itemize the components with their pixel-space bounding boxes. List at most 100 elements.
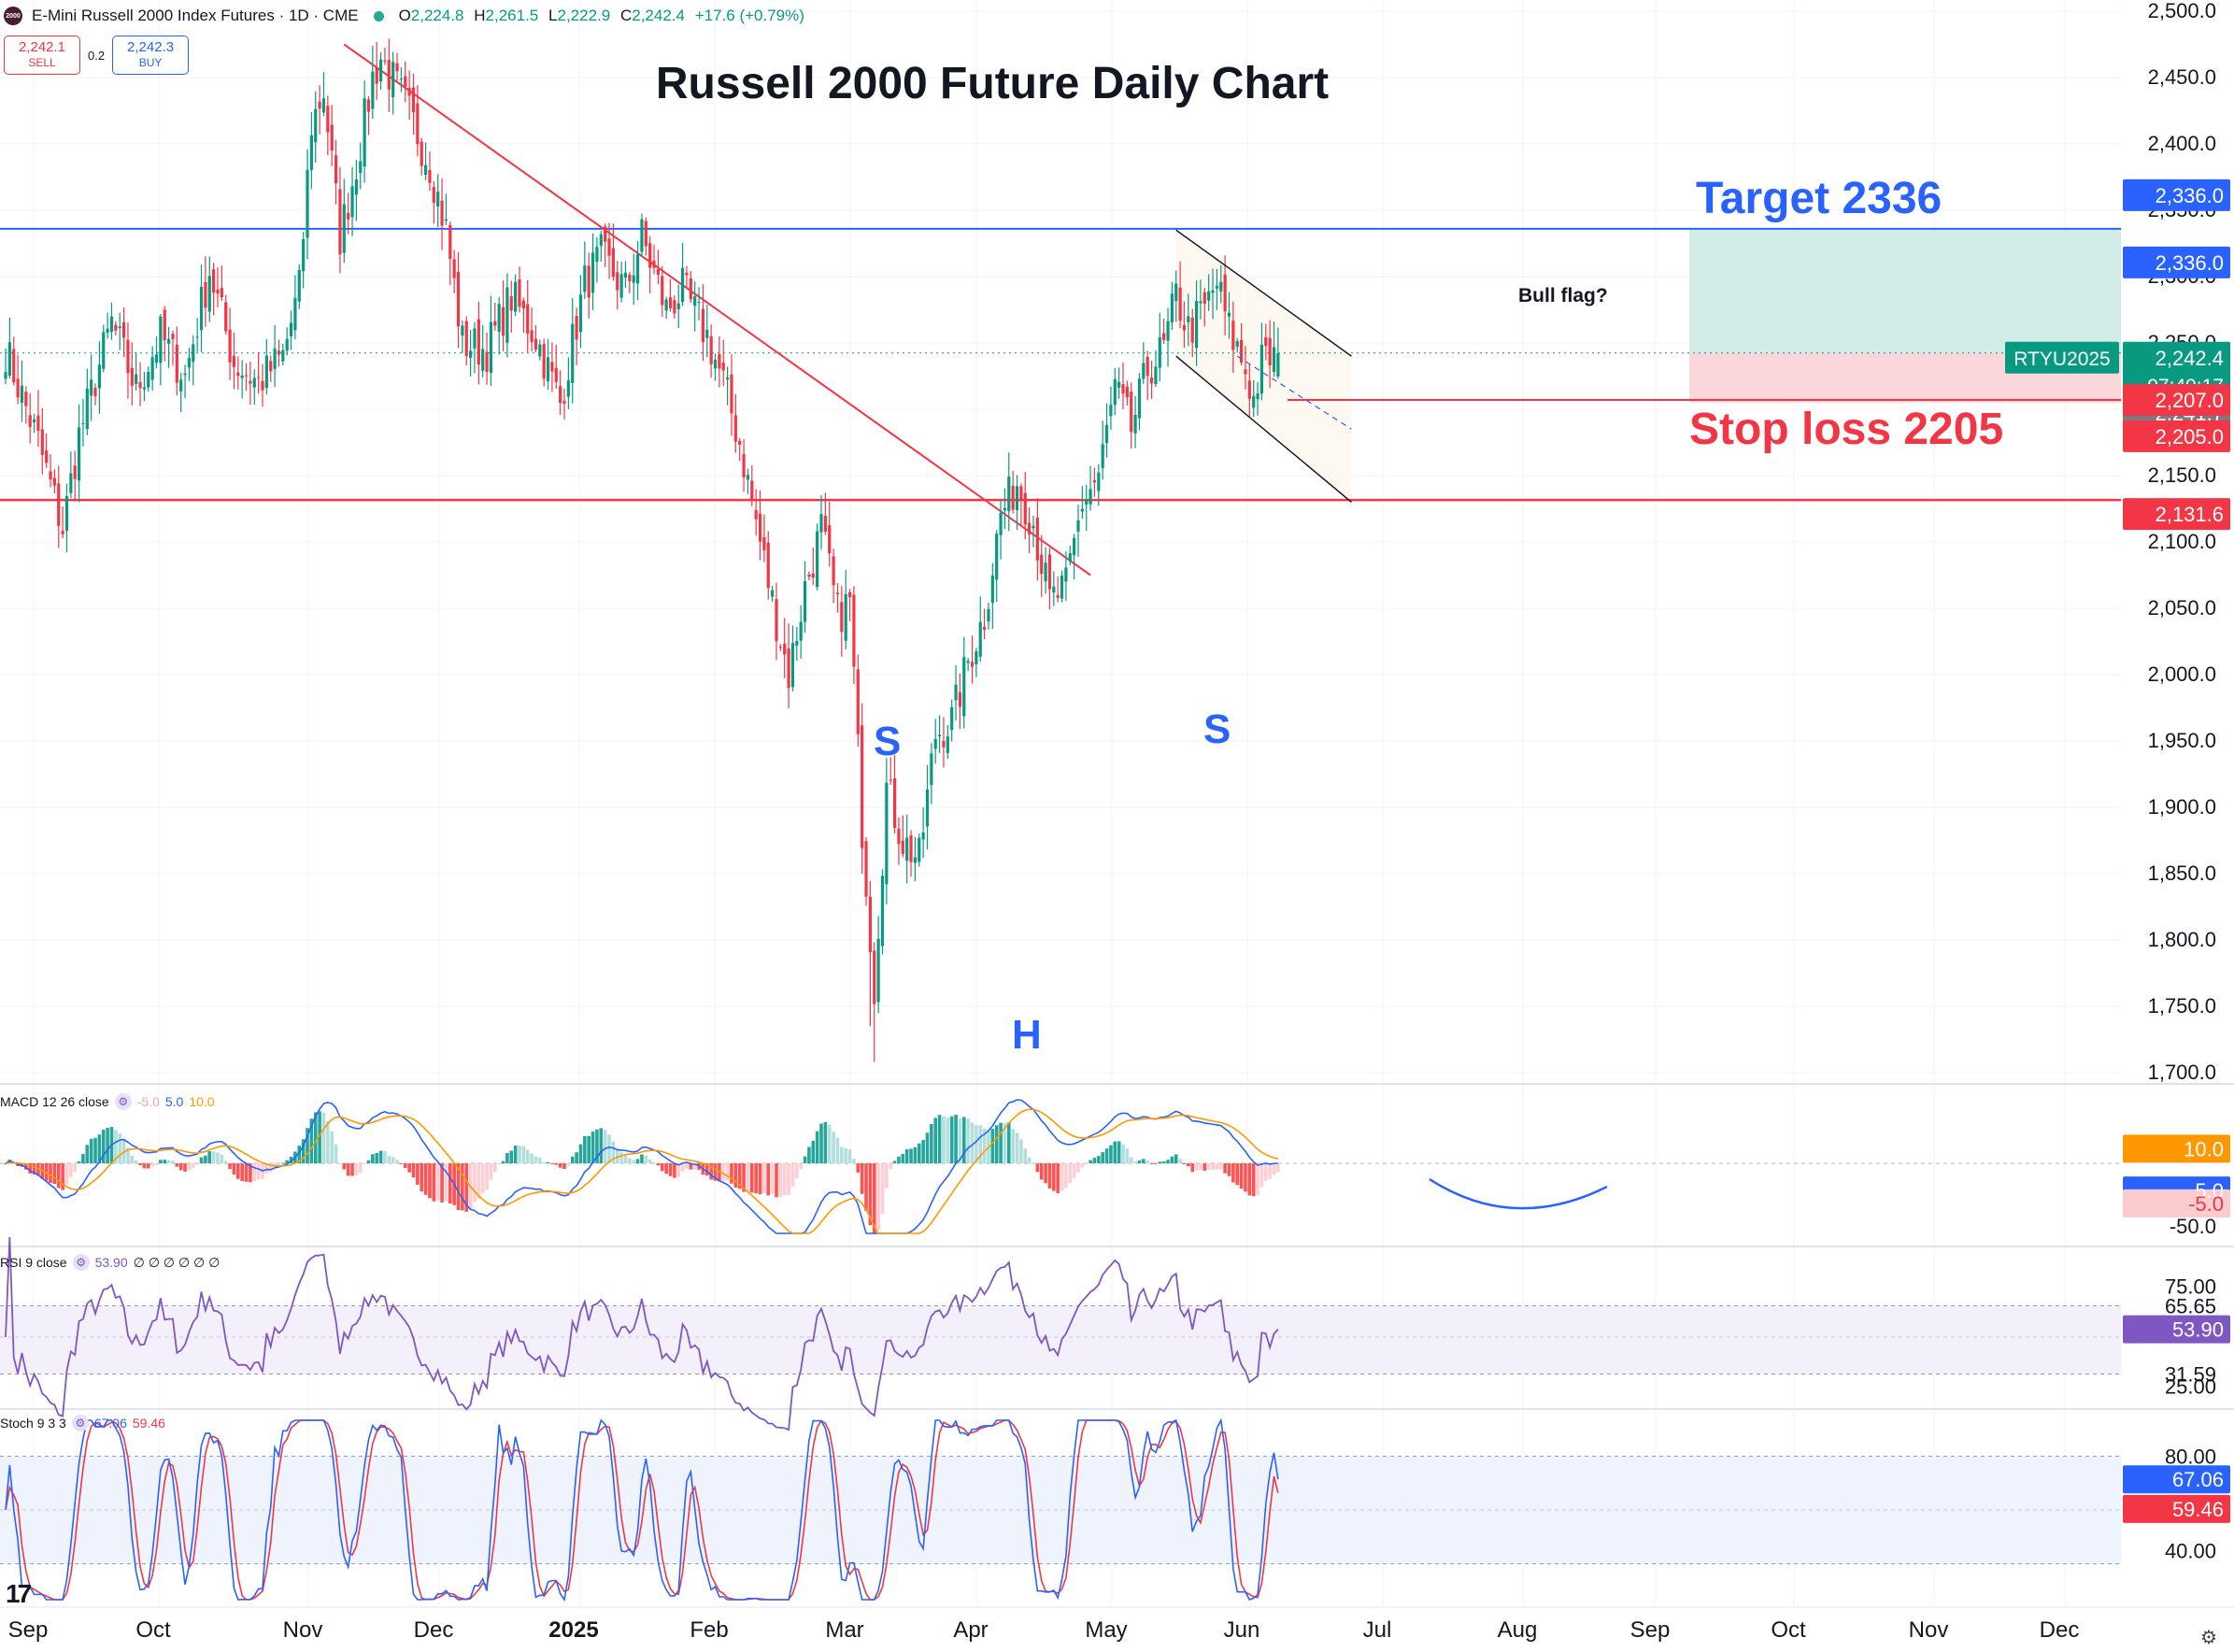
macd-histogram-bar [889,1163,893,1169]
settings-gear-icon[interactable]: ⚙ [2200,1628,2217,1648]
macd-histogram-bar [749,1163,754,1193]
candle-body [876,938,880,1003]
candle-body [1142,363,1145,379]
candle-body [228,329,232,363]
indicator-settings-icon[interactable]: ⚙ [114,1093,132,1110]
macd-histogram-bar [354,1163,359,1175]
candle-body [771,590,775,597]
sell-label: SELL [28,56,56,69]
macd-histogram-bar [1227,1163,1231,1176]
close-value: 2,242.4 [632,7,685,24]
tradingview-logo-icon[interactable]: 17 [6,1579,32,1608]
candle-body [640,219,644,252]
candle-body [775,599,778,642]
macd-histogram-bar [1019,1139,1023,1163]
indicator-settings-icon[interactable]: ⚙ [72,1254,90,1271]
candle-body [644,221,647,247]
buy-button[interactable]: 2,242.3 BUY [112,36,190,75]
macd-axis-box [2123,1189,2230,1218]
candle-body [1121,384,1125,394]
candle-body [880,876,885,947]
macd-histogram-bar [856,1163,861,1173]
candle-body [249,380,252,384]
macd-histogram-bar [799,1163,803,1170]
price-label-box [2123,246,2230,278]
stoch-legend[interactable]: Stoch 9 3 3 ⚙ 67.06 59.46 [0,1415,165,1431]
macd-histogram-bar [730,1163,733,1184]
macd-histogram-bar [163,1160,167,1163]
candle-body [685,272,689,276]
price-label-box [2123,178,2230,211]
rsi-line [5,1236,1279,1431]
candle-body [578,294,583,333]
price-tick-label: 1,850.0 [2148,862,2216,885]
price-label-text: 2,207.0 [2156,389,2224,412]
candle-body [799,621,803,641]
macd-histogram-bar [309,1118,314,1163]
symbol-tag-label: RTYU2025 [2013,349,2111,370]
macd-histogram-bar [264,1163,269,1175]
candle-body [7,342,11,377]
candle-body [411,87,416,113]
macd-histogram-bar [595,1129,599,1163]
sell-button[interactable]: 2,242.1 SELL [4,36,80,75]
macd-histogram-bar [64,1163,69,1185]
macd-histogram-bar [652,1162,656,1164]
candle-body [697,302,701,304]
candle-body [599,234,603,247]
candle-body [252,377,256,388]
macd-histogram-bar [1113,1141,1117,1163]
macd-histogram-bar [778,1163,783,1198]
macd-histogram-bar [1194,1163,1199,1171]
macd-histogram-bar [733,1163,738,1188]
candle-body [1252,395,1256,408]
macd-histogram-bar [762,1163,766,1194]
candle-body [1064,567,1068,582]
macd-histogram-bar [85,1145,90,1163]
macd-histogram-bar [223,1161,228,1163]
candle-body [1166,320,1170,341]
candle-body [1194,301,1199,349]
macd-histogram-bar [216,1152,220,1163]
macd-legend[interactable]: MACD 12 26 close ⚙ -5.0 5.0 10.0 [0,1093,215,1110]
symbol-title[interactable]: E-Mini Russell 2000 Index Futures · 1D ·… [32,7,359,24]
macd-histogram-bar [619,1152,623,1163]
macd-histogram-bar [775,1163,778,1198]
macd-histogram-bar [395,1160,399,1163]
time-tick-label: Sep [8,1617,49,1643]
rsi-axis-upper: 65.65 [2165,1294,2216,1317]
indicator-settings-icon[interactable]: ⚙ [71,1415,89,1431]
candle-body [566,380,570,397]
candle-body [1080,508,1084,512]
candle-body [680,267,685,303]
macd-line-value: 5.0 [164,1094,184,1109]
candle-body [126,339,130,374]
candle-body [1052,586,1056,593]
rsi-legend[interactable]: RSI 9 close ⚙ 53.90 ∅ ∅ ∅ ∅ ∅ ∅ [0,1254,220,1271]
macd-histogram-bar [1117,1141,1121,1163]
macd-histogram-bar [178,1163,183,1171]
candle-body [244,375,249,377]
target-zone [1689,228,2121,353]
candle-body [1219,281,1223,292]
candle-body [1239,339,1244,363]
macd-histogram-bar [1023,1148,1028,1163]
price-tick-label: 2,100.0 [2148,530,2216,553]
candle-body [1032,525,1035,529]
candle-body [816,531,819,588]
candle-body [790,643,795,688]
candle-body [628,274,632,281]
head-label: H [1012,1012,1042,1058]
candle-body [85,388,89,430]
time-tick-label: May [1085,1617,1127,1643]
symbol-tag-box [2005,341,2119,374]
macd-histogram-bar [1035,1163,1040,1173]
macd-histogram-bar [718,1163,721,1182]
macd-histogram-bar [1158,1161,1162,1163]
candle-body [962,657,966,717]
macd-histogram-bar [383,1150,387,1163]
candle-body [619,274,623,298]
macd-histogram-bar [4,1163,7,1164]
macd-histogram-bar [1084,1163,1089,1164]
